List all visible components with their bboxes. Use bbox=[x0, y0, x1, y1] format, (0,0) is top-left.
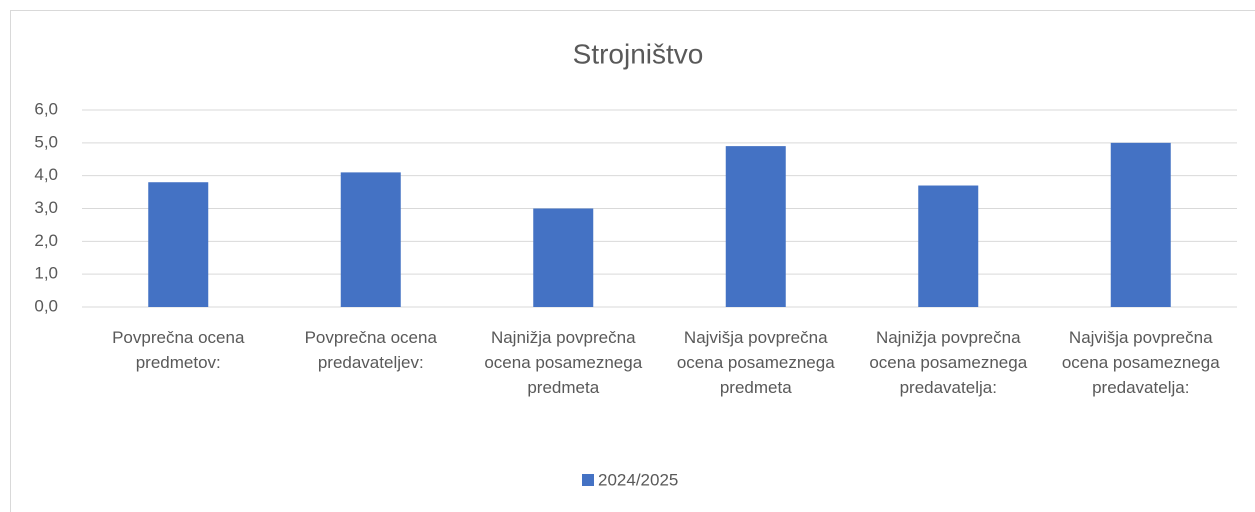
x-tick-label: Najvišja povprečna ocena posameznega pre… bbox=[1061, 328, 1220, 397]
y-tick-label: 0,0 bbox=[34, 296, 58, 315]
x-tick-label: Povprečna ocena predmetov: bbox=[112, 328, 245, 372]
bar bbox=[340, 172, 401, 307]
chart-title: Strojništvo bbox=[573, 38, 704, 69]
bar bbox=[918, 185, 979, 307]
bar bbox=[725, 146, 786, 307]
bar bbox=[533, 208, 594, 307]
bar bbox=[1110, 142, 1171, 307]
x-tick-label: Najnižja povprečna ocena posameznega pre… bbox=[484, 328, 643, 397]
y-tick-label: 5,0 bbox=[34, 132, 58, 151]
y-tick-label: 3,0 bbox=[34, 198, 58, 217]
x-tick-label: Najnižja povprečna ocena posameznega pre… bbox=[869, 328, 1028, 397]
legend-label: 2024/2025 bbox=[598, 470, 678, 489]
y-tick-label: 6,0 bbox=[34, 99, 58, 118]
bar bbox=[148, 182, 209, 307]
x-tick-label: Povprečna ocena predavateljev: bbox=[304, 328, 437, 372]
chart-border bbox=[10, 10, 1255, 512]
legend-swatch bbox=[582, 474, 594, 486]
y-tick-label: 1,0 bbox=[34, 264, 58, 283]
y-tick-label: 4,0 bbox=[34, 165, 58, 184]
x-tick-label: Najvišja povprečna ocena posameznega pre… bbox=[676, 328, 835, 397]
y-tick-label: 2,0 bbox=[34, 231, 58, 250]
